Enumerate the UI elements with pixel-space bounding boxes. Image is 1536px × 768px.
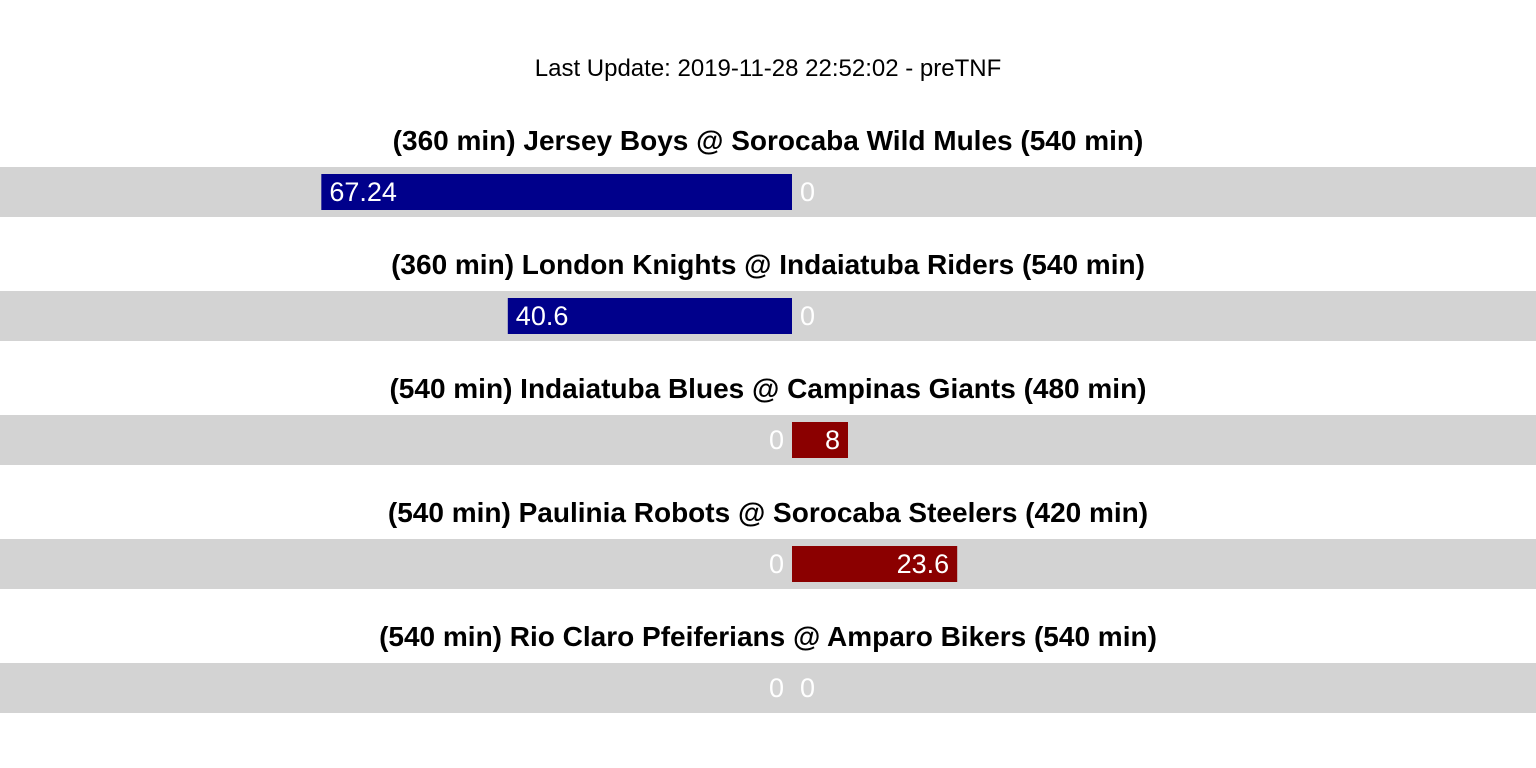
projection-track-bar (0, 539, 1536, 589)
home-score-bar (792, 422, 848, 458)
home-score-label: 0 (800, 177, 815, 207)
projection-track-bar (0, 415, 1536, 465)
away-score-label: 0 (769, 549, 784, 579)
away-score-bar (321, 174, 792, 210)
away-score-label: 67.24 (329, 177, 397, 207)
away-score-label: 40.6 (516, 301, 569, 331)
projection-track-bar (0, 663, 1536, 713)
home-score-bar (792, 546, 958, 582)
away-score-label: 0 (769, 673, 784, 703)
game-title: (540 min) Rio Claro Pfeiferians @ Amparo… (379, 621, 1157, 652)
game-row: (540 min) Paulinia Robots @ Sorocaba Ste… (0, 497, 1536, 589)
home-score-label: 0 (800, 301, 815, 331)
away-score-label: 0 (769, 425, 784, 455)
home-score-label: 8 (825, 425, 840, 455)
game-row: (540 min) Indaiatuba Blues @ Campinas Gi… (0, 373, 1536, 465)
away-score-bar (507, 298, 792, 334)
games-group: (360 min) Jersey Boys @ Sorocaba Wild Mu… (0, 125, 1536, 713)
game-title: (360 min) Jersey Boys @ Sorocaba Wild Mu… (393, 125, 1144, 156)
game-row: (360 min) London Knights @ Indaiatuba Ri… (0, 249, 1536, 341)
game-row: (360 min) Jersey Boys @ Sorocaba Wild Mu… (0, 125, 1536, 217)
home-score-label: 0 (800, 673, 815, 703)
game-row: (540 min) Rio Claro Pfeiferians @ Amparo… (0, 621, 1536, 713)
game-title: (540 min) Paulinia Robots @ Sorocaba Ste… (388, 497, 1148, 528)
game-title: (540 min) Indaiatuba Blues @ Campinas Gi… (389, 373, 1146, 404)
chart-subtitle: Last Update: 2019-11-28 22:52:02 - preTN… (535, 55, 1002, 82)
home-score-label: 23.6 (897, 549, 950, 579)
game-title: (360 min) London Knights @ Indaiatuba Ri… (391, 249, 1145, 280)
